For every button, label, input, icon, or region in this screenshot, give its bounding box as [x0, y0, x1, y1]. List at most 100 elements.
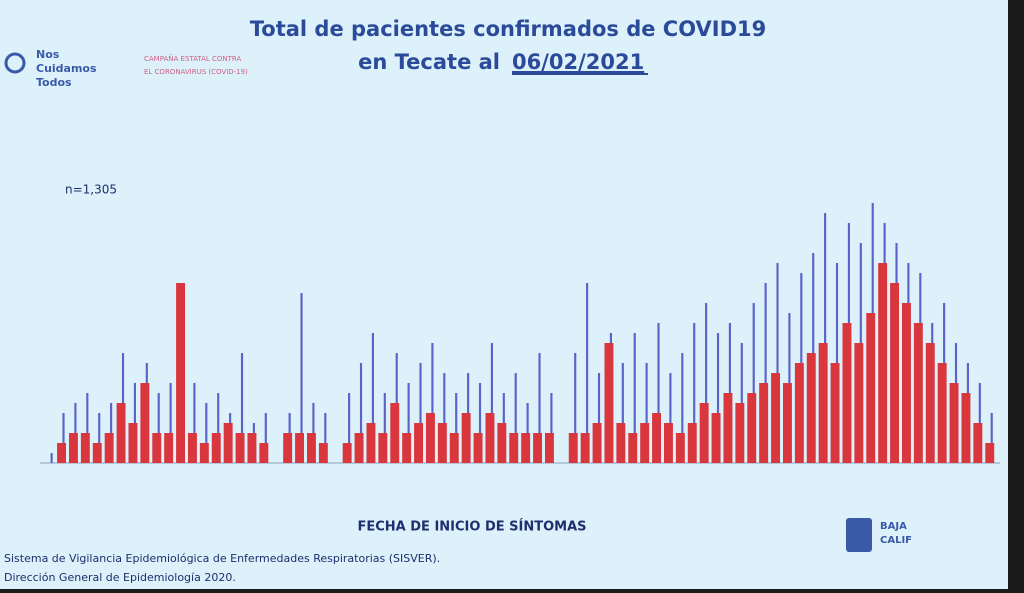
bar — [574, 353, 577, 463]
bar — [687, 423, 697, 463]
bar — [657, 323, 660, 463]
bar — [705, 303, 708, 463]
bar — [478, 383, 482, 463]
bar — [533, 433, 543, 463]
bar — [62, 413, 65, 463]
bar — [223, 423, 233, 463]
bar — [300, 293, 303, 463]
bar — [949, 383, 959, 463]
bar — [854, 343, 864, 463]
bar — [794, 363, 804, 463]
title: Total de pacientes confirmados de COVID1… — [250, 17, 766, 41]
bar — [628, 433, 638, 463]
bar — [240, 353, 244, 463]
bar — [544, 433, 554, 463]
bar — [669, 373, 672, 463]
campaign-text: EL CORONAVIRUS (COVID-19) — [144, 68, 248, 76]
bar — [378, 433, 388, 463]
bar — [818, 343, 828, 463]
bar — [878, 263, 888, 463]
state-logo-icon — [846, 518, 872, 552]
bar — [497, 423, 507, 463]
bar — [699, 403, 709, 463]
bar — [295, 433, 305, 463]
bar — [764, 283, 767, 463]
bar — [80, 433, 90, 463]
bar — [217, 393, 220, 463]
title: en Tecate al — [358, 50, 500, 74]
bar — [990, 413, 993, 463]
source: Dirección General de Epidemiología 2020. — [4, 571, 236, 584]
bar — [824, 213, 827, 463]
annotation: n=1,305 — [65, 183, 117, 197]
bar — [616, 423, 626, 463]
bar — [431, 343, 434, 463]
bar — [264, 413, 267, 463]
bar — [57, 443, 67, 463]
bar — [633, 333, 636, 463]
bar — [342, 443, 352, 463]
bar — [925, 343, 935, 463]
bar — [693, 323, 696, 463]
bar — [568, 433, 578, 463]
bar — [402, 433, 412, 463]
bar — [152, 433, 162, 463]
bar — [306, 433, 316, 463]
bar — [187, 433, 197, 463]
bar — [640, 423, 650, 463]
bar — [711, 413, 721, 463]
bar — [645, 363, 648, 463]
bar — [235, 433, 245, 463]
bar — [449, 433, 459, 463]
bar — [318, 443, 328, 463]
bar — [901, 303, 911, 463]
logo-text: Cuidamos — [36, 62, 97, 75]
bar — [259, 443, 269, 463]
screen-background — [0, 0, 1008, 589]
bar — [86, 393, 89, 463]
bar — [652, 413, 662, 463]
plot — [50, 203, 995, 463]
bar — [485, 413, 495, 463]
bar — [521, 433, 531, 463]
bar — [164, 433, 174, 463]
bar — [104, 433, 114, 463]
bar — [176, 283, 186, 463]
bar — [92, 443, 102, 463]
bar — [283, 433, 293, 463]
bar — [890, 283, 900, 463]
bar — [937, 363, 947, 463]
bar — [663, 423, 673, 463]
bar — [419, 363, 422, 463]
bar — [592, 423, 602, 463]
bar — [586, 283, 589, 463]
bar — [390, 403, 400, 463]
bar — [140, 383, 150, 463]
bar — [514, 373, 517, 463]
bar — [437, 423, 447, 463]
title-date: 06/02/2021 — [512, 50, 644, 74]
bar — [383, 393, 386, 463]
bar — [604, 343, 614, 463]
bar — [771, 373, 781, 463]
bar — [973, 423, 983, 463]
bar — [806, 353, 816, 463]
logo-text: Todos — [36, 76, 72, 89]
bar — [538, 353, 541, 463]
bar — [752, 303, 755, 463]
bar — [597, 373, 601, 463]
bar — [50, 453, 53, 463]
bar — [324, 413, 327, 463]
bar — [735, 403, 745, 463]
bar — [461, 413, 471, 463]
bar — [473, 433, 483, 463]
bar — [681, 353, 684, 463]
bar — [913, 323, 923, 463]
bar — [580, 433, 590, 463]
bar — [443, 373, 446, 463]
bar — [128, 423, 138, 463]
x-axis-label: FECHA DE INICIO DE SÍNTOMAS — [357, 519, 586, 535]
bar — [348, 393, 351, 463]
bar — [776, 263, 779, 463]
